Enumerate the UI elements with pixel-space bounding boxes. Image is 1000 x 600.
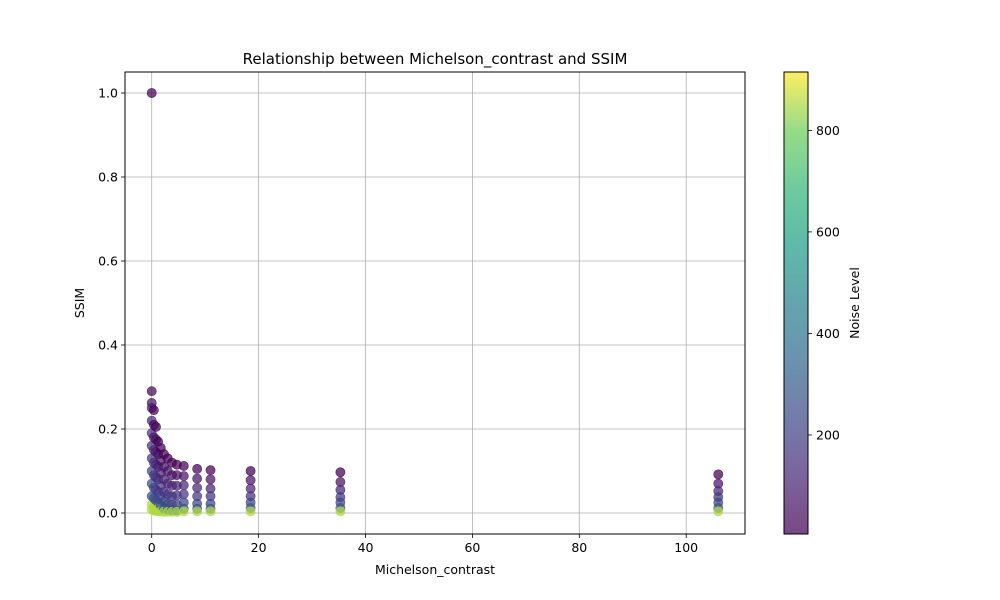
- data-point: [192, 473, 203, 484]
- y-tick-label: 0.0: [98, 506, 118, 521]
- chart-title: Relationship between Michelson_contrast …: [243, 50, 628, 69]
- data-point: [178, 506, 189, 517]
- x-tick-label: 100: [674, 540, 698, 555]
- data-point: [713, 469, 724, 480]
- data-point: [245, 506, 256, 517]
- data-point: [178, 471, 189, 481]
- data-point: [245, 475, 256, 486]
- colorbar: [784, 72, 808, 534]
- y-axis: 0.0 0.2 0.4 0.6 0.8 1.0: [98, 86, 125, 521]
- colorbar-tick-label: 600: [816, 224, 840, 239]
- data-point: [192, 463, 203, 474]
- grid-lines: [125, 72, 745, 534]
- colorbar-ticks: 200 400 600 800: [808, 123, 840, 443]
- data-point: [148, 405, 159, 415]
- plot-area: [125, 72, 745, 534]
- data-point: [335, 467, 346, 478]
- data-point: [192, 482, 203, 493]
- y-tick-label: 0.2: [98, 422, 118, 437]
- plot-frame: [124, 71, 746, 535]
- data-point: [178, 461, 189, 471]
- x-tick-label: 60: [464, 540, 480, 555]
- data-point: [192, 506, 203, 517]
- data-point: [245, 466, 256, 476]
- x-tick-label: 0: [148, 540, 156, 555]
- colorbar-frame: [783, 71, 809, 535]
- x-tick-label: 20: [251, 540, 267, 555]
- y-tick-label: 1.0: [98, 86, 118, 101]
- x-tick-label: 80: [571, 540, 587, 555]
- data-point: [146, 386, 157, 397]
- data-point: [713, 506, 724, 517]
- data-point: [335, 506, 346, 517]
- colorbar-label: Noise Level: [847, 267, 862, 339]
- x-axis-label: Michelson_contrast: [375, 562, 495, 577]
- data-point: [205, 465, 216, 476]
- colorbar-tick-label: 400: [816, 326, 840, 341]
- data-point: [205, 474, 216, 485]
- data-point: [146, 88, 157, 98]
- data-point: [178, 480, 189, 491]
- y-tick-label: 0.8: [98, 170, 118, 185]
- y-tick-label: 0.4: [98, 338, 118, 353]
- y-tick-label: 0.6: [98, 254, 118, 269]
- data-point: [205, 506, 216, 517]
- data-point: [178, 489, 189, 499]
- x-tick-label: 40: [358, 540, 374, 555]
- data-point: [151, 421, 161, 432]
- data-points: [146, 88, 724, 517]
- x-axis: 0 20 40 60 80 100: [148, 534, 698, 555]
- colorbar-tick-label: 200: [816, 428, 840, 443]
- y-axis-label: SSIM: [72, 288, 87, 318]
- colorbar-tick-label: 800: [816, 123, 840, 138]
